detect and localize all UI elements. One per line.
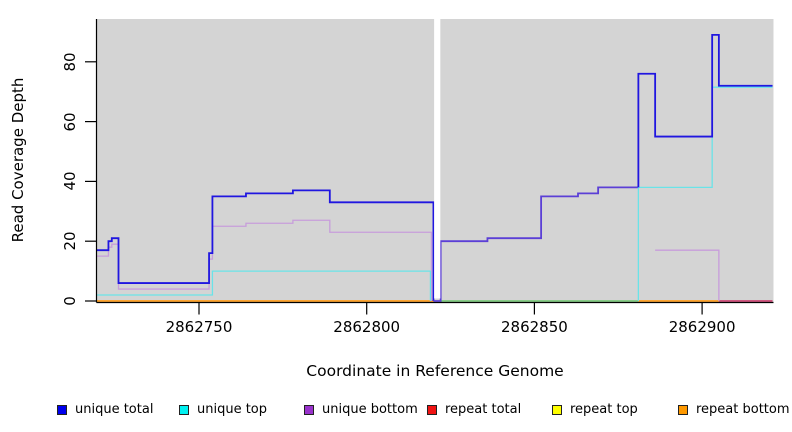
x-tick-label: 2862900 <box>668 318 736 336</box>
coverage-gap-strip <box>434 19 441 299</box>
x-tick-label: 2862850 <box>500 318 568 336</box>
series-line-unique-top-right <box>637 86 773 301</box>
x-axis-label: Coordinate in Reference Genome <box>306 362 564 380</box>
y-tick-label: 0 <box>61 296 79 306</box>
y-tick-label: 80 <box>61 52 79 72</box>
y-tick-label: 20 <box>61 231 79 251</box>
series-line-unique-total-right <box>637 33 773 188</box>
x-tick-label: 2862800 <box>333 318 401 336</box>
y-tick-label: 60 <box>61 112 79 132</box>
series-line-unique-total-mid-overlap <box>433 186 639 302</box>
series-line-unique-top-left <box>96 270 432 301</box>
series-line-unique-bottom-right <box>655 249 720 301</box>
x-tick-label: 2862750 <box>165 318 233 336</box>
series-line-unique-total-left <box>96 189 435 301</box>
y-tick-label: 40 <box>61 171 79 191</box>
series-line-unique-bottom-left <box>96 219 433 301</box>
y-axis-label: Read Coverage Depth <box>9 77 27 243</box>
